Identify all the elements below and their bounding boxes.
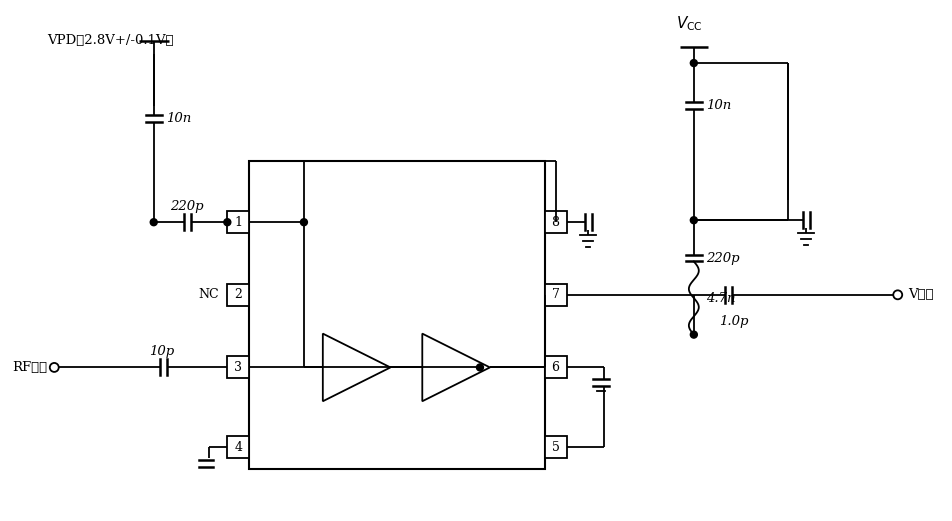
Text: 10p: 10p (149, 345, 174, 358)
Circle shape (50, 363, 59, 372)
Text: 10n: 10n (166, 112, 191, 125)
Text: 4.7n: 4.7n (705, 292, 735, 305)
Text: 10n: 10n (705, 100, 731, 113)
Circle shape (690, 331, 697, 338)
Circle shape (150, 219, 157, 226)
Text: $V_{\rm CC}$: $V_{\rm CC}$ (677, 15, 704, 33)
Text: 6: 6 (551, 361, 560, 374)
Circle shape (301, 219, 307, 226)
Text: NC: NC (199, 288, 219, 301)
Bar (545, 211, 566, 233)
Bar (228, 211, 249, 233)
Text: 7: 7 (551, 288, 560, 301)
Bar (228, 436, 249, 458)
Bar (249, 160, 545, 469)
Circle shape (224, 219, 230, 226)
Bar (545, 284, 566, 306)
Text: VPD（2.8V+/-0.1V）: VPD（2.8V+/-0.1V） (48, 34, 174, 47)
Text: 1: 1 (234, 216, 242, 229)
Text: 220p: 220p (169, 200, 204, 213)
Bar (545, 356, 566, 378)
Text: 3: 3 (234, 361, 242, 374)
Text: 2: 2 (234, 288, 242, 301)
Text: 4: 4 (234, 440, 242, 453)
Text: V输出: V输出 (907, 288, 933, 301)
Circle shape (477, 364, 484, 371)
Circle shape (690, 59, 697, 67)
Text: 220p: 220p (705, 252, 740, 265)
Text: RF输入: RF输入 (12, 361, 48, 374)
Circle shape (690, 217, 697, 224)
Circle shape (893, 290, 902, 299)
Bar (228, 356, 249, 378)
Bar (228, 284, 249, 306)
Text: 5: 5 (551, 440, 560, 453)
Text: 8: 8 (551, 216, 560, 229)
Bar (545, 436, 566, 458)
Text: 1.0p: 1.0p (719, 315, 748, 328)
